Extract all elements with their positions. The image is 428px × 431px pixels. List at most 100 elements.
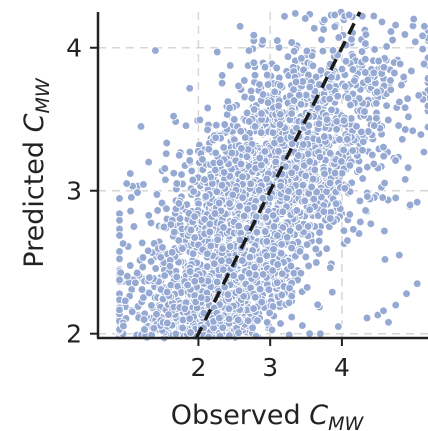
data-point [361, 206, 370, 215]
data-point [162, 287, 172, 297]
data-point [371, 98, 381, 108]
data-point [277, 240, 286, 249]
data-point [348, 224, 358, 234]
data-point [332, 124, 341, 134]
data-point [294, 223, 304, 232]
data-point [369, 121, 379, 130]
data-point [384, 317, 393, 327]
data-point [245, 252, 255, 262]
data-point [354, 165, 364, 175]
data-point [247, 93, 257, 103]
data-point [215, 158, 225, 168]
data-point [225, 61, 235, 70]
data-point [256, 128, 266, 138]
data-point [129, 222, 139, 231]
data-point [236, 126, 246, 136]
data-point [391, 193, 401, 203]
data-point [147, 301, 156, 310]
data-point [190, 276, 200, 286]
data-point [212, 47, 222, 57]
data-point [276, 248, 286, 258]
data-point [212, 187, 222, 197]
data-point [200, 175, 209, 184]
data-point [186, 225, 196, 235]
data-point [255, 80, 264, 89]
x-tick-label: 3 [262, 353, 278, 382]
data-point [363, 192, 372, 201]
data-point [325, 214, 335, 223]
data-point [145, 273, 154, 282]
data-point [379, 151, 389, 161]
data-point [285, 283, 294, 293]
data-point [227, 148, 237, 158]
data-point [419, 59, 428, 69]
data-point [151, 264, 161, 273]
data-point [139, 180, 148, 189]
data-point [146, 218, 156, 228]
data-point [185, 156, 195, 165]
data-point [256, 160, 266, 170]
data-point [127, 307, 137, 317]
data-point [162, 138, 172, 148]
data-point [169, 111, 178, 121]
data-point [319, 15, 329, 25]
data-point [167, 247, 177, 257]
data-point [177, 170, 186, 179]
data-point [228, 190, 238, 200]
data-point [304, 121, 314, 130]
data-point [345, 210, 355, 219]
data-point [185, 147, 195, 157]
data-point [291, 77, 301, 87]
data-point [149, 323, 159, 333]
data-point [203, 103, 213, 113]
data-point [257, 297, 267, 307]
data-point [394, 250, 404, 260]
y-axis-label-main: Predicted [19, 132, 50, 267]
data-point [363, 75, 373, 85]
data-point [229, 115, 239, 124]
data-point [282, 232, 292, 242]
data-point [322, 115, 332, 124]
data-point [217, 180, 227, 190]
data-point [276, 319, 285, 328]
data-point [234, 221, 244, 231]
data-point [237, 144, 246, 153]
data-point [136, 122, 146, 131]
data-point [420, 21, 428, 31]
data-point [262, 237, 272, 246]
data-point [271, 157, 281, 167]
data-point [240, 133, 250, 142]
data-point [217, 256, 226, 266]
data-point [334, 33, 344, 42]
data-point [378, 193, 388, 202]
data-point [320, 169, 329, 179]
data-point [302, 283, 312, 292]
data-point [239, 76, 249, 85]
data-point [115, 231, 124, 240]
data-point [115, 247, 124, 256]
data-point [139, 315, 149, 324]
data-point [419, 147, 428, 157]
data-point [377, 17, 387, 27]
data-point [225, 242, 235, 251]
data-point [317, 35, 326, 45]
data-point [120, 296, 130, 306]
data-point [250, 70, 260, 80]
y-tick-label: 2 [66, 320, 82, 349]
data-point [132, 268, 142, 278]
data-point [330, 168, 340, 178]
data-point [330, 10, 340, 20]
data-point [305, 205, 315, 215]
data-point [297, 53, 306, 63]
data-point [380, 178, 389, 188]
data-point [331, 199, 341, 209]
data-point [137, 285, 147, 294]
data-point [140, 325, 149, 334]
data-point [339, 116, 349, 125]
data-point [357, 47, 367, 56]
data-point [246, 86, 256, 96]
data-point [209, 259, 219, 269]
data-point [248, 323, 257, 333]
data-point [292, 123, 301, 133]
data-point [418, 44, 428, 54]
